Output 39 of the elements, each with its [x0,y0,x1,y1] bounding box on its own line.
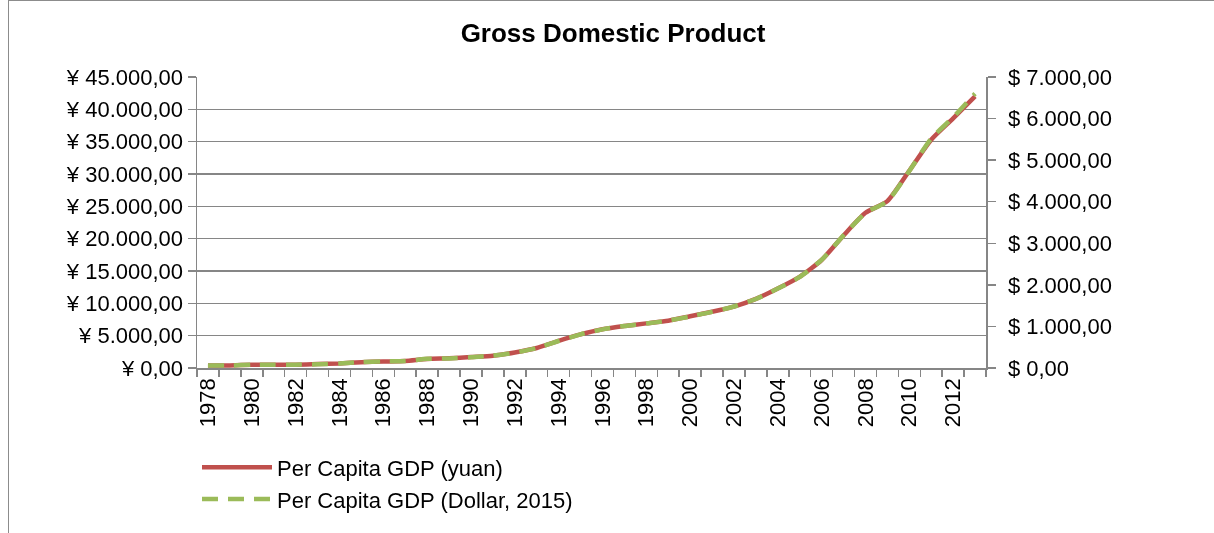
x-tick-label: 2012 [940,378,966,428]
legend-label: Per Capita GDP (Dollar, 2015) [277,487,573,513]
x-tick-label: 2004 [764,378,790,428]
y2-tick-label: $ 2.000,00 [1007,272,1112,298]
legend-label: Per Capita GDP (yuan) [277,455,503,481]
y-tick-label: ¥ 5.000,00 [78,323,184,349]
y2-tick-label: $ 1.000,00 [1007,314,1112,340]
y2-tick-label: $ 3.000,00 [1007,230,1112,256]
x-tick-label: 1982 [282,378,308,428]
x-tick-label: 1996 [589,378,615,428]
y-tick-label: ¥ 20.000,00 [65,226,184,252]
x-tick-label: 2008 [852,378,878,428]
x-tick-label: 2000 [677,378,703,428]
x-tick-label: 1988 [414,378,440,428]
y-tick-label: ¥ 40.000,00 [65,97,184,123]
y2-tick-label: $ 6.000,00 [1007,106,1112,132]
y-tick-label: ¥ 0,00 [120,355,184,381]
y-tick-label: ¥ 10.000,00 [65,291,184,317]
y2-tick-label: $ 5.000,00 [1007,147,1112,173]
chart-title: Gross Domestic Product [460,18,766,49]
x-tick-label: 1992 [501,378,527,428]
y-tick-label: ¥ 35.000,00 [65,129,184,155]
y-tick-label: ¥ 30.000,00 [65,161,184,187]
y-tick-label: ¥ 45.000,00 [65,64,184,90]
x-tick-label: 1986 [370,378,396,428]
x-tick-label: 2002 [721,378,747,428]
y2-tick-label: $ 0,00 [1007,355,1070,381]
y2-tick-label: $ 4.000,00 [1007,189,1112,215]
x-tick-label: 1978 [195,378,221,428]
x-tick-label: 1998 [633,378,659,428]
x-tick-label: 1980 [238,378,264,428]
y2-tick-label: $ 7.000,00 [1007,64,1112,90]
x-tick-label: 1990 [458,378,484,428]
x-tick-label: 1984 [326,378,352,428]
x-tick-label: 2006 [808,378,834,428]
x-tick-label: 2010 [896,378,922,428]
y-tick-label: ¥ 15.000,00 [65,258,184,284]
y-tick-label: ¥ 25.000,00 [65,194,184,220]
x-tick-label: 1994 [545,378,571,428]
